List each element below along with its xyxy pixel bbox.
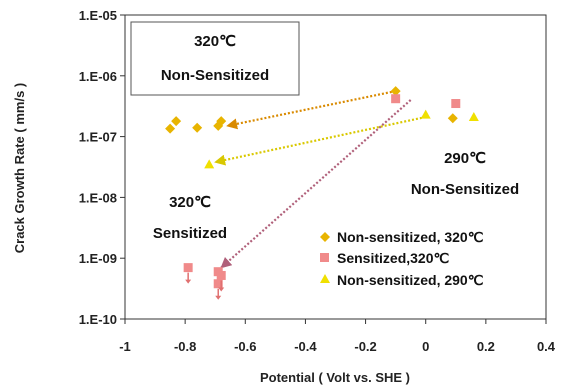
point-sensitized-320 — [216, 270, 226, 280]
annotation-box-320-non-sensitized — [130, 21, 300, 96]
y-tick-label: 1.E-05 — [79, 8, 117, 23]
y-axis-ticks: 1.E-10 1.E-09 1.E-08 1.E-07 1.E-06 1.E-05 — [79, 8, 125, 327]
x-tick-label: -0.2 — [354, 339, 376, 354]
y-tick-label: 1.E-06 — [79, 69, 117, 84]
point-sensitized-320 — [391, 94, 401, 104]
legend-label-non-sensitized-290: Non-sensitized, 290℃ — [337, 272, 484, 288]
annotation-320-non-sensitized-label: Non-Sensitized — [161, 67, 269, 84]
legend-item-non-sensitized-320: Non-sensitized, 320℃ — [320, 229, 484, 245]
y-tick-label: 1.E-08 — [79, 190, 117, 205]
legend-triangle-marker — [320, 274, 330, 283]
point-non-sensitized-320 — [192, 122, 203, 133]
x-axis-ticks: -1 -0.8 -0.6 -0.4 -0.2 0 0.2 0.4 — [119, 319, 556, 354]
annotation-290-non-sensitized-label: Non-Sensitized — [411, 181, 519, 198]
point-down-arrowhead — [185, 279, 192, 284]
x-tick-label: -0.8 — [174, 339, 196, 354]
point-non-sensitized-320 — [390, 86, 401, 97]
x-axis-title: Potential ( Volt vs. SHE ) — [260, 370, 410, 385]
annotation-320-non-sensitized-temp: 320℃ — [194, 33, 236, 50]
point-non-sensitized-290 — [468, 112, 479, 122]
x-tick-label: 0.4 — [537, 339, 556, 354]
point-non-sensitized-320 — [447, 113, 458, 124]
point-non-sensitized-320 — [216, 116, 227, 127]
y-tick-label: 1.E-10 — [79, 312, 117, 327]
legend-diamond-marker — [320, 232, 330, 242]
annotation-320-sensitized-temp: 320℃ — [169, 194, 211, 211]
point-sensitized-320 — [213, 279, 223, 289]
point-non-sensitized-320 — [171, 116, 182, 127]
x-tick-label: 0 — [422, 339, 429, 354]
legend: Non-sensitized, 320℃ Sensitized,320℃ Non… — [320, 229, 484, 288]
point-sensitized-320 — [451, 99, 461, 109]
x-tick-label: -1 — [119, 339, 131, 354]
annotation-290-non-sensitized-temp: 290℃ — [444, 150, 486, 167]
data-points — [165, 86, 479, 300]
trend-arrow-1 — [226, 90, 396, 130]
point-down-arrowhead — [218, 287, 225, 292]
y-tick-label: 1.E-09 — [79, 251, 117, 266]
x-tick-label: -0.4 — [294, 339, 317, 354]
plot-area — [124, 14, 547, 320]
annotation-320-sensitized-label: Sensitized — [153, 225, 227, 242]
y-axis-title: Crack Growth Rate ( mm/s ) — [12, 83, 27, 254]
y-tick-label: 1.E-07 — [79, 130, 117, 145]
point-non-sensitized-320 — [165, 123, 176, 134]
point-sensitized-320 — [183, 263, 193, 273]
x-tick-label: -0.6 — [234, 339, 256, 354]
legend-label-non-sensitized-320: Non-sensitized, 320℃ — [337, 229, 484, 245]
point-down-arrowhead — [215, 295, 222, 300]
legend-square-marker — [320, 253, 329, 262]
trend-arrow-2 — [214, 115, 426, 166]
legend-item-non-sensitized-290: Non-sensitized, 290℃ — [320, 272, 484, 288]
point-non-sensitized-290 — [204, 159, 215, 169]
trend-arrows — [214, 90, 426, 269]
point-non-sensitized-290 — [420, 109, 431, 119]
legend-label-sensitized-320: Sensitized,320℃ — [337, 250, 449, 266]
legend-item-sensitized-320: Sensitized,320℃ — [320, 250, 449, 266]
x-tick-label: 0.2 — [477, 339, 495, 354]
